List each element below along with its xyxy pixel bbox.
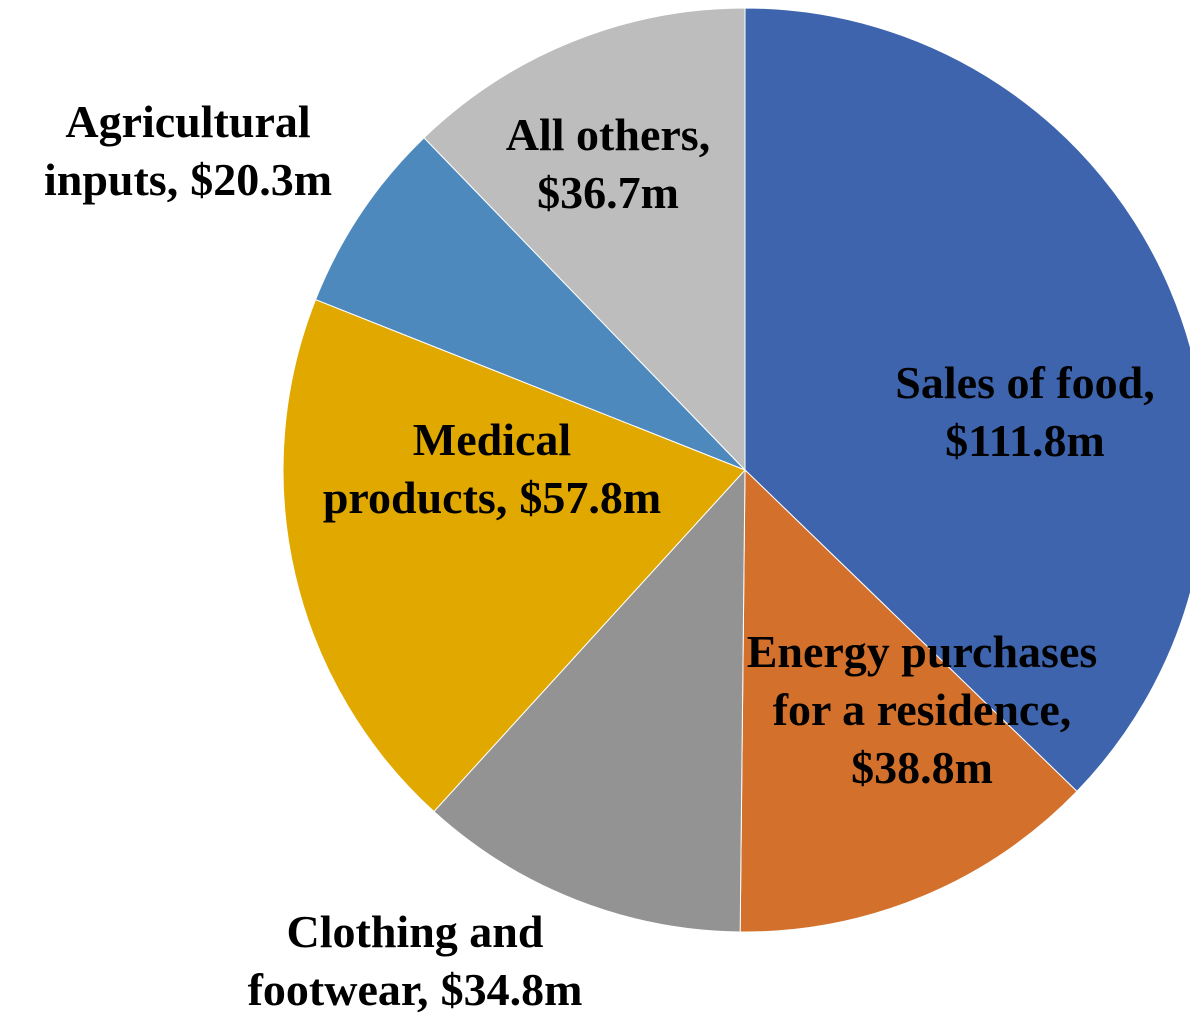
slice-label: Clothing and	[287, 906, 544, 957]
slice-label: for a residence,	[773, 684, 1072, 735]
slice-label: Sales of food,	[895, 357, 1154, 408]
value-label: $38.8m	[851, 742, 993, 793]
value-label: $34.8m	[441, 964, 583, 1015]
pie-slice	[433, 468, 746, 933]
category-label: Clothing and	[287, 906, 544, 957]
category-label: Medical	[413, 414, 571, 465]
value-label: $111.8m	[945, 415, 1105, 466]
value-label: $57.8m	[519, 472, 661, 523]
pie-slice	[744, 7, 1190, 793]
slice-label: Energy purchases	[747, 626, 1098, 677]
slice-label: inputs, $20.3m	[44, 154, 332, 205]
pie-slice	[314, 137, 746, 471]
value-label: $20.3m	[190, 154, 332, 205]
pie-slice	[282, 298, 746, 813]
pie-slice	[739, 468, 1078, 933]
category-label: Energy purchases	[747, 626, 1098, 677]
pie-slice	[423, 7, 746, 472]
category-label: All others,	[506, 109, 710, 160]
category-label: Agricultural	[65, 96, 310, 147]
slice-label: products, $57.8m	[323, 472, 661, 523]
value-label: $36.7m	[537, 167, 679, 218]
slice-label: All others,	[506, 109, 710, 160]
category-label: footwear,	[248, 964, 429, 1015]
category-label: Sales of food,	[895, 357, 1154, 408]
category-label: inputs,	[44, 154, 178, 205]
category-label: products,	[323, 472, 507, 523]
category-label: for a residence,	[773, 684, 1072, 735]
slice-label: Medical	[413, 414, 571, 465]
slice-label: footwear, $34.8m	[248, 964, 583, 1015]
slice-label: Agricultural	[65, 96, 310, 147]
